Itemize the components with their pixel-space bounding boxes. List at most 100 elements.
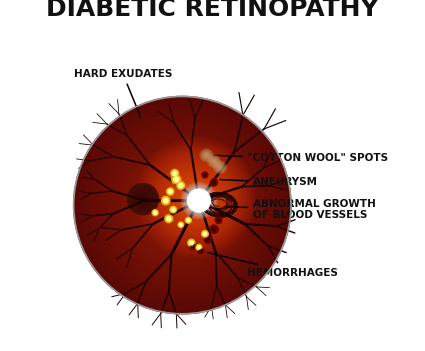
Circle shape: [78, 100, 287, 310]
Circle shape: [187, 188, 211, 213]
Circle shape: [201, 150, 212, 161]
Circle shape: [130, 186, 156, 212]
Circle shape: [178, 179, 214, 216]
Text: "COTTON WOOL" SPOTS: "COTTON WOOL" SPOTS: [214, 153, 388, 163]
Circle shape: [93, 115, 272, 295]
Circle shape: [99, 122, 265, 288]
Circle shape: [80, 103, 284, 307]
Circle shape: [215, 217, 222, 224]
Circle shape: [157, 158, 235, 237]
Circle shape: [208, 155, 220, 167]
Circle shape: [95, 118, 269, 292]
Circle shape: [178, 183, 183, 188]
Circle shape: [164, 187, 200, 223]
Circle shape: [87, 110, 278, 300]
Circle shape: [197, 247, 204, 254]
Circle shape: [150, 152, 241, 243]
Circle shape: [173, 175, 218, 220]
Circle shape: [210, 157, 218, 165]
Circle shape: [128, 184, 158, 214]
Circle shape: [182, 184, 215, 217]
Circle shape: [183, 185, 215, 216]
Circle shape: [191, 244, 195, 248]
Circle shape: [166, 189, 198, 221]
Circle shape: [133, 189, 153, 209]
Circle shape: [136, 192, 150, 206]
Circle shape: [170, 172, 221, 223]
Text: ANEURYSM: ANEURYSM: [220, 178, 318, 187]
Circle shape: [171, 170, 178, 177]
Text: DIABETIC RETINOPATHY: DIABETIC RETINOPATHY: [46, 0, 379, 21]
Circle shape: [187, 189, 210, 212]
Text: HEMORRHAGES: HEMORRHAGES: [208, 253, 338, 278]
Circle shape: [83, 106, 281, 304]
Circle shape: [153, 175, 212, 235]
Circle shape: [186, 187, 212, 214]
Circle shape: [151, 174, 213, 236]
Circle shape: [116, 139, 249, 272]
Circle shape: [130, 186, 156, 212]
Circle shape: [160, 161, 232, 234]
Circle shape: [166, 167, 226, 228]
Circle shape: [139, 140, 253, 255]
Circle shape: [170, 206, 176, 213]
Circle shape: [144, 146, 247, 249]
Circle shape: [201, 149, 212, 161]
Circle shape: [161, 163, 231, 232]
Circle shape: [146, 168, 219, 242]
Circle shape: [165, 215, 173, 223]
Circle shape: [212, 159, 216, 163]
Circle shape: [140, 163, 224, 247]
Circle shape: [94, 117, 271, 293]
Circle shape: [163, 198, 168, 203]
Circle shape: [142, 143, 250, 252]
Circle shape: [212, 160, 215, 163]
Circle shape: [162, 196, 170, 205]
Circle shape: [162, 185, 203, 225]
Circle shape: [140, 196, 146, 202]
Circle shape: [137, 139, 255, 257]
Circle shape: [129, 185, 157, 213]
Circle shape: [218, 165, 223, 170]
Circle shape: [173, 196, 192, 214]
Circle shape: [209, 156, 219, 167]
Circle shape: [90, 113, 275, 298]
Circle shape: [155, 178, 210, 232]
Circle shape: [206, 155, 207, 156]
Circle shape: [201, 231, 208, 237]
Circle shape: [180, 203, 185, 208]
Circle shape: [158, 160, 234, 235]
Circle shape: [213, 161, 215, 162]
Text: HARD EXUDATES: HARD EXUDATES: [74, 69, 172, 117]
Circle shape: [184, 185, 208, 210]
Circle shape: [133, 156, 231, 254]
Circle shape: [153, 155, 238, 240]
Circle shape: [174, 177, 179, 182]
Circle shape: [132, 155, 232, 256]
Circle shape: [127, 150, 238, 261]
Circle shape: [158, 181, 207, 230]
Circle shape: [168, 190, 172, 193]
Circle shape: [182, 184, 210, 211]
Circle shape: [152, 154, 240, 241]
Circle shape: [181, 183, 211, 213]
Circle shape: [206, 238, 210, 241]
Circle shape: [169, 170, 223, 225]
Circle shape: [212, 227, 216, 231]
Circle shape: [150, 173, 215, 238]
Circle shape: [104, 126, 261, 284]
Circle shape: [181, 183, 216, 218]
Circle shape: [190, 192, 202, 204]
Circle shape: [122, 145, 242, 265]
Circle shape: [211, 159, 217, 164]
Circle shape: [114, 137, 250, 273]
Circle shape: [137, 193, 149, 205]
Circle shape: [176, 178, 215, 217]
Circle shape: [189, 242, 197, 250]
Circle shape: [218, 165, 222, 170]
Circle shape: [177, 200, 188, 211]
Circle shape: [128, 151, 237, 259]
Circle shape: [215, 162, 225, 173]
Circle shape: [202, 151, 211, 160]
Circle shape: [139, 195, 147, 203]
